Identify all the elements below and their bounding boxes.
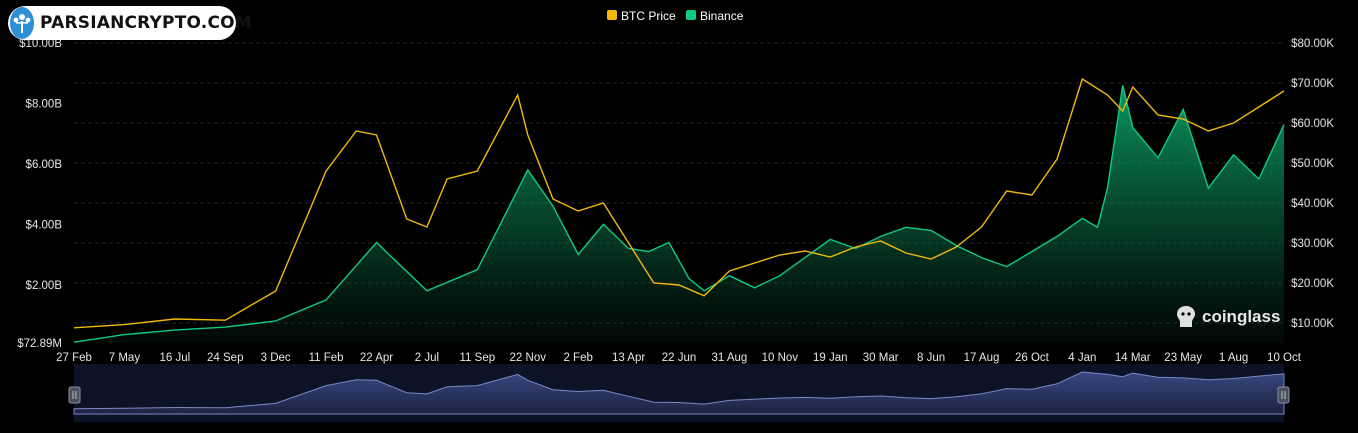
y-left-tick-label: $4.00B	[26, 219, 63, 231]
y-right-tick-label: $50.00K	[1291, 158, 1334, 170]
tree-logo-icon	[10, 7, 34, 39]
x-tick-label: 27 Feb	[56, 352, 92, 364]
site-name: PARSIANCRYPTO.COM	[40, 13, 252, 33]
navigator-area	[73, 371, 1285, 415]
x-tick-label: 3 Dec	[261, 352, 291, 364]
y-axis-right: $10.00K $20.00K $30.00K $40.00K $50.00K $60.0…	[1291, 38, 1334, 330]
x-tick-label: 22 Nov	[510, 352, 547, 364]
x-tick-label: 11 Sep	[460, 352, 496, 364]
x-tick-label: 16 Jul	[159, 352, 190, 364]
x-tick-label: 30 Mar	[863, 352, 899, 364]
x-tick-label: 13 Apr	[612, 352, 645, 364]
x-tick-label: 10 Nov	[762, 352, 799, 364]
y-axis-left: $72.89M $2.00B $4.00B $6.00B $8.00B $10.00B	[17, 38, 62, 350]
x-tick-label: 10 Oct	[1267, 352, 1302, 364]
x-tick-label: 2 Feb	[563, 352, 592, 364]
y-right-tick-label: $80.00K	[1291, 38, 1334, 50]
legend-swatch-binance	[686, 10, 696, 20]
x-tick-label: 7 May	[109, 352, 141, 364]
y-left-tick-label: $72.89M	[17, 338, 62, 350]
site-logo-badge[interactable]: PARSIANCRYPTO.COM	[8, 6, 252, 40]
legend-item-binance[interactable]: Binance	[686, 9, 744, 23]
x-tick-label: 22 Apr	[360, 352, 393, 364]
navigator-right-handle[interactable]	[1277, 386, 1290, 404]
x-tick-label: 14 Mar	[1115, 352, 1151, 364]
x-tick-label: 22 Jun	[662, 352, 697, 364]
y-right-tick-label: $30.00K	[1291, 238, 1334, 250]
y-left-tick-label: $6.00B	[26, 159, 63, 171]
x-tick-label: 8 Jun	[917, 352, 945, 364]
y-left-tick-label: $8.00B	[26, 98, 63, 110]
legend: BTC Price Binance	[607, 9, 744, 23]
watermark-text: coinglass	[1202, 307, 1281, 326]
binance-area	[74, 85, 1284, 344]
coinglass-logo-icon	[1177, 306, 1195, 327]
y-right-tick-label: $10.00K	[1291, 318, 1334, 330]
legend-swatch-btc	[607, 10, 617, 20]
y-left-tick-label: $10.00B	[19, 38, 62, 50]
x-tick-label: 2 Jul	[415, 352, 439, 364]
binance-line	[73, 85, 1285, 343]
series-layer	[73, 77, 1285, 344]
navigator-left-handle[interactable]	[68, 386, 81, 404]
x-tick-label: 11 Feb	[309, 352, 344, 364]
x-tick-label: 4 Jan	[1068, 352, 1096, 364]
x-axis: 27 Feb 7 May 16 Jul 24 Sep 3 Dec 11 Feb 22 Apr…	[56, 352, 1302, 364]
range-navigator[interactable]	[68, 364, 1290, 422]
legend-label-btc: BTC Price	[621, 9, 676, 23]
legend-label-binance: Binance	[700, 9, 744, 23]
x-tick-label: 23 May	[1164, 352, 1202, 364]
x-tick-label: 26 Oct	[1015, 352, 1050, 364]
y-right-tick-label: $20.00K	[1291, 278, 1334, 290]
y-right-tick-label: $60.00K	[1291, 118, 1334, 130]
x-tick-label: 31 Aug	[712, 352, 748, 364]
x-tick-label: 19 Jan	[813, 352, 848, 364]
y-right-tick-label: $70.00K	[1291, 78, 1334, 90]
btc-price-line	[73, 77, 1285, 329]
x-tick-label: 1 Aug	[1219, 352, 1248, 364]
coinglass-watermark: coinglass	[1174, 304, 1280, 330]
legend-item-btc-price[interactable]: BTC Price	[607, 9, 676, 23]
x-tick-label: 24 Sep	[207, 352, 243, 364]
x-tick-label: 17 Aug	[964, 352, 1000, 364]
y-left-tick-label: $2.00B	[26, 280, 63, 292]
y-right-tick-label: $40.00K	[1291, 198, 1334, 210]
